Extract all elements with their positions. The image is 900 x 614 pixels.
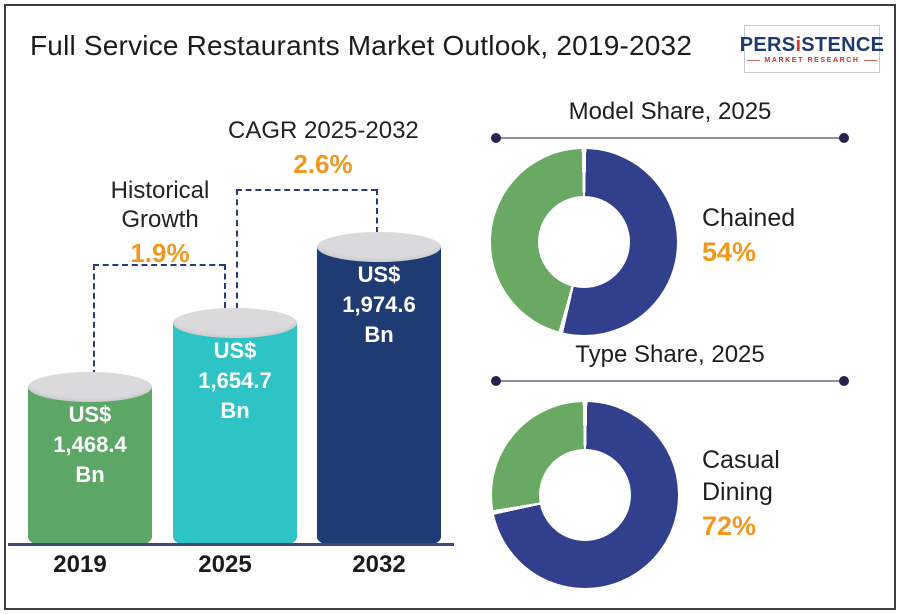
bar-2032: US$ 1,974.6 Bn [317, 232, 441, 545]
bar-2025: US$ 1,654.7 Bn [173, 308, 297, 545]
type-share-callout: Casual Dining 72% [702, 444, 822, 542]
bar-2025-top-ellipse [173, 308, 297, 338]
value-line: 1,654.7 [198, 368, 272, 393]
border-frame [4, 4, 896, 610]
model-share-donut [491, 149, 677, 335]
value-line: Bn [75, 462, 105, 487]
model-share-callout: Chained 54% [702, 202, 832, 268]
bar-2032-top-ellipse [317, 232, 441, 262]
logo-line-right [863, 59, 877, 61]
logo-line-left [747, 59, 761, 61]
cagr-annotation: CAGR 2025-2032 2.6% [228, 116, 419, 180]
brand-subtitle: MARKET RESEARCH [747, 56, 877, 64]
bar-2025-body [173, 323, 297, 545]
cagr-bracket [236, 189, 377, 191]
page-title: Full Service Restaurants Market Outlook,… [30, 30, 693, 61]
cagr-value: 2.6% [293, 149, 353, 179]
bar-2019: US$ 1,468.4 Bn [28, 372, 152, 545]
donut-hole [538, 196, 630, 288]
axis-label-2025: 2025 [198, 551, 252, 578]
brand-subtitle-text: MARKET RESEARCH [764, 56, 860, 64]
bar-2019-top-ellipse [28, 372, 152, 402]
historical-growth-label: Historical Growth [110, 177, 210, 233]
cagr-bracket-right [376, 189, 378, 233]
model-share-divider [491, 133, 849, 143]
value-line: 1,468.4 [53, 432, 127, 457]
cagr-label: CAGR 2025-2032 [228, 117, 419, 144]
type-share-title: Type Share, 2025 [575, 341, 765, 368]
value-line: Bn [220, 398, 250, 423]
model-share-segment-label: Chained [702, 204, 796, 232]
historical-growth-bracket-left [93, 264, 95, 376]
bar-2025-value: US$ 1,654.7 Bn [173, 336, 297, 426]
historical-growth-bracket [93, 264, 225, 266]
historical-growth-value: 1.9% [130, 238, 190, 268]
type-share-segment-value: 72% [702, 511, 757, 541]
value-line: US$ [213, 338, 257, 363]
donut-hole [539, 449, 631, 541]
bar-2019-body [28, 387, 152, 545]
cagr-bracket-left [236, 189, 238, 309]
model-share-title: Model Share, 2025 [568, 98, 772, 125]
bar-2032-body [317, 247, 441, 545]
type-share-donut [492, 402, 678, 588]
historical-growth-bracket-right [224, 264, 226, 308]
bar-2032-value: US$ 1,974.6 Bn [317, 260, 441, 350]
type-share-segment-label: Casual Dining [702, 446, 780, 506]
brand-name-accent: i [795, 33, 802, 56]
brand-logo: PERSiSTENCE MARKET RESEARCH [740, 25, 884, 73]
brand-name-part: PERS [739, 33, 796, 56]
brand-name: PERSiSTENCE [740, 35, 884, 55]
x-axis-baseline [8, 543, 454, 546]
bar-2019-value: US$ 1,468.4 Bn [28, 400, 152, 490]
axis-label-2032: 2032 [352, 551, 406, 578]
historical-growth-annotation: Historical Growth 1.9% [80, 176, 240, 269]
value-line: US$ [68, 402, 112, 427]
value-line: US$ [357, 262, 401, 287]
axis-label-2019: 2019 [53, 551, 107, 578]
value-line: Bn [364, 322, 394, 347]
brand-name-part: STENCE [801, 33, 885, 56]
model-share-segment-value: 54% [702, 237, 757, 267]
type-share-divider [491, 376, 849, 386]
value-line: 1,974.6 [342, 292, 416, 317]
